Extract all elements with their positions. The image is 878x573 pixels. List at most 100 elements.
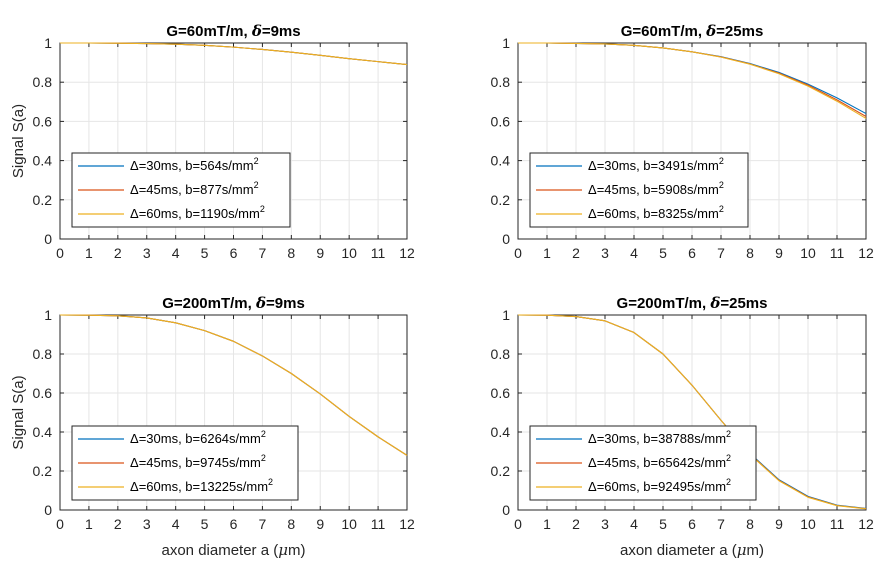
x-tick-label: 12 xyxy=(858,516,874,532)
x-tick-label: 10 xyxy=(341,245,357,261)
x-tick-label: 9 xyxy=(775,245,783,261)
y-tick-label: 0 xyxy=(44,231,52,247)
y-tick-label: 0.6 xyxy=(491,385,511,401)
x-tick-label: 4 xyxy=(630,516,638,532)
y-tick-label: 0.4 xyxy=(33,153,53,169)
legend-entry: Δ=30ms, b=3491s/mm2 xyxy=(588,156,724,173)
x-tick-label: 6 xyxy=(688,245,696,261)
x-tick-label: 1 xyxy=(543,516,551,532)
x-axis-label: axon diameter a (μm) xyxy=(620,541,764,559)
x-axis-label: axon diameter a (μm) xyxy=(162,541,306,559)
x-tick-label: 3 xyxy=(601,516,609,532)
y-tick-label: 0.4 xyxy=(33,424,53,440)
subplot-title: G=200mT/m, δ=9ms xyxy=(162,294,305,312)
y-tick-label: 1 xyxy=(44,307,52,323)
x-tick-label: 10 xyxy=(800,245,816,261)
x-tick-label: 3 xyxy=(143,245,151,261)
x-tick-label: 9 xyxy=(775,516,783,532)
x-tick-label: 2 xyxy=(114,245,122,261)
legend-entry: Δ=60ms, b=1190s/mm2 xyxy=(130,204,265,221)
subplot-title: G=60mT/m, δ=25ms xyxy=(621,22,764,40)
x-tick-label: 5 xyxy=(201,245,209,261)
x-tick-label: 8 xyxy=(746,516,754,532)
x-tick-label: 5 xyxy=(659,245,667,261)
y-tick-label: 0.2 xyxy=(33,463,53,479)
x-tick-label: 10 xyxy=(341,516,357,532)
subplot-1: 0 1 2 3 4 5 6 7 8 9 10 11 1200.20.40.60.81G=60mT/m, … xyxy=(10,22,415,261)
y-tick-label: 0.6 xyxy=(33,113,53,129)
x-tick-label: 11 xyxy=(371,516,386,532)
x-tick-label: 12 xyxy=(858,245,874,261)
x-tick-label: 3 xyxy=(143,516,151,532)
y-tick-label: 0.8 xyxy=(491,346,511,362)
legend-entry: Δ=45ms, b=65642s/mm2 xyxy=(588,453,731,470)
y-tick-label: 0.8 xyxy=(33,74,53,90)
legend-entry: Δ=60ms, b=92495s/mm2 xyxy=(588,477,731,494)
y-tick-label: 0.2 xyxy=(491,192,511,208)
x-tick-label: 6 xyxy=(230,245,238,261)
x-tick-label: 11 xyxy=(830,245,845,261)
subplot-4: 0 1 2 3 4 5 6 7 8 9 10 11 1200.20.40.60.81G=200mT/m,… xyxy=(491,294,874,559)
series-line-3 xyxy=(518,42,867,119)
y-axis-label: Signal S(a) xyxy=(10,375,27,449)
y-tick-label: 0.2 xyxy=(33,192,53,208)
legend: Δ=30ms, b=3491s/mm2 Δ=45ms, b=5908s/mm2 Δ=… xyxy=(529,152,749,228)
subplot-2: 0 1 2 3 4 5 6 7 8 9 10 11 1200.20.40.60.81G=60mT/m, … xyxy=(491,22,874,261)
legend-entry: Δ=45ms, b=9745s/mm2 xyxy=(130,453,266,470)
y-tick-label: 0 xyxy=(44,502,52,518)
x-tick-label: 3 xyxy=(601,245,609,261)
x-tick-label: 11 xyxy=(830,516,845,532)
x-tick-label: 0 xyxy=(514,245,522,261)
y-tick-label: 0 xyxy=(502,231,510,247)
x-tick-label: 9 xyxy=(316,245,324,261)
x-tick-label: 6 xyxy=(688,516,696,532)
x-tick-label: 7 xyxy=(717,516,725,532)
legend: Δ=30ms, b=6264s/mm2 Δ=45ms, b=9745s/mm2 Δ=… xyxy=(71,425,299,501)
legend-entry: Δ=60ms, b=13225s/mm2 xyxy=(130,477,273,494)
x-tick-label: 11 xyxy=(371,245,386,261)
series-line-3 xyxy=(517,314,867,510)
x-tick-label: 5 xyxy=(659,516,667,532)
legend-entry: Δ=45ms, b=877s/mm2 xyxy=(130,180,259,197)
y-tick-label: 0.6 xyxy=(33,385,53,401)
subplot-title: G=200mT/m, δ=25ms xyxy=(617,294,768,312)
x-tick-label: 7 xyxy=(259,245,267,261)
x-tick-label: 9 xyxy=(316,516,324,532)
subplot-3: 0 1 2 3 4 5 6 7 8 9 10 11 1200.20.40.60.81G=200mT/m,… xyxy=(10,294,415,559)
legend-entry: Δ=60ms, b=8325s/mm2 xyxy=(588,204,724,221)
series-line-3 xyxy=(59,314,408,456)
y-tick-label: 0.6 xyxy=(491,113,511,129)
y-tick-label: 0.8 xyxy=(33,346,53,362)
x-tick-label: 7 xyxy=(259,516,267,532)
x-tick-label: 2 xyxy=(572,245,580,261)
legend-entry: Δ=30ms, b=564s/mm2 xyxy=(130,156,259,173)
x-tick-label: 5 xyxy=(201,516,209,532)
y-tick-label: 1 xyxy=(44,35,52,51)
x-tick-label: 8 xyxy=(287,516,295,532)
legend: Δ=30ms, b=38788s/mm2 Δ=45ms, b=65642s/mm2… xyxy=(529,425,757,501)
x-tick-label: 2 xyxy=(572,516,580,532)
x-tick-label: 7 xyxy=(717,245,725,261)
x-tick-label: 12 xyxy=(399,516,415,532)
x-tick-label: 1 xyxy=(85,245,93,261)
x-tick-label: 0 xyxy=(514,516,522,532)
x-tick-label: 4 xyxy=(172,245,180,261)
y-tick-label: 0.8 xyxy=(491,74,511,90)
x-tick-label: 6 xyxy=(230,516,238,532)
y-tick-label: 0.4 xyxy=(491,424,511,440)
x-tick-label: 0 xyxy=(56,245,64,261)
x-tick-label: 8 xyxy=(287,245,295,261)
x-tick-label: 1 xyxy=(543,245,551,261)
x-tick-label: 8 xyxy=(746,245,754,261)
x-tick-label: 2 xyxy=(114,516,122,532)
x-tick-label: 1 xyxy=(85,516,93,532)
subplot-title: G=60mT/m, δ=9ms xyxy=(166,22,300,40)
legend-entry: Δ=45ms, b=5908s/mm2 xyxy=(588,180,724,197)
y-tick-label: 1 xyxy=(502,307,510,323)
series-line-3 xyxy=(60,42,408,66)
y-tick-label: 0.2 xyxy=(491,463,511,479)
x-tick-label: 0 xyxy=(56,516,64,532)
legend: Δ=30ms, b=564s/mm2 Δ=45ms, b=877s/mm2 Δ=60… xyxy=(71,152,291,228)
x-tick-label: 12 xyxy=(399,245,415,261)
